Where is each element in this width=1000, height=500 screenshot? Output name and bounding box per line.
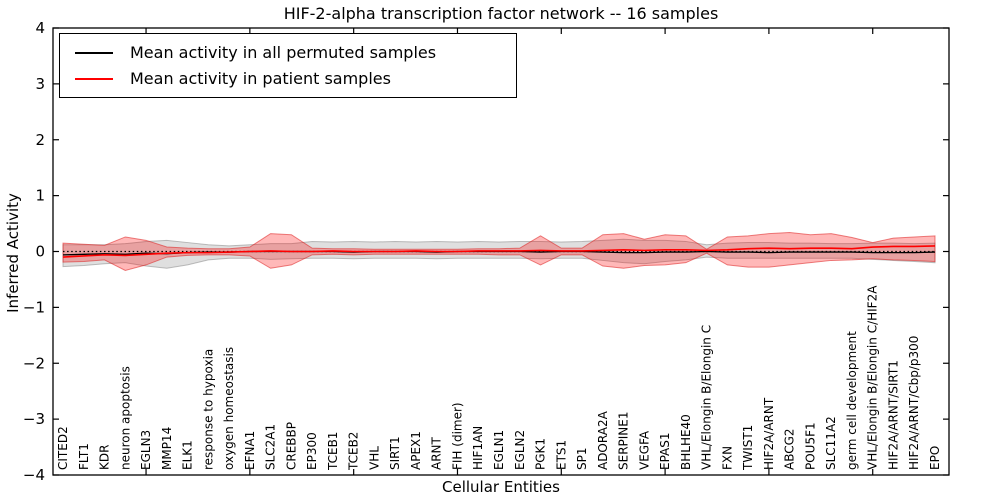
legend-entry-permuted: Mean activity in all permuted samples (75, 43, 516, 62)
x-entity-label: response to hypoxia (201, 349, 215, 470)
x-entity-label: TWIST1 (741, 425, 755, 471)
y-tick-label: −1 (23, 298, 45, 316)
x-entity-label: CITED2 (56, 426, 70, 470)
x-entity-label: MMP14 (160, 427, 174, 470)
x-entity-label: EP300 (305, 432, 319, 470)
x-entity-label: EPAS1 (658, 432, 672, 470)
x-entity-label: VHL/Elongin B/Elongin C (700, 325, 714, 470)
y-tick-label: 1 (35, 187, 45, 205)
x-entity-label: ELK1 (181, 440, 195, 470)
x-entity-label: BHLHE40 (679, 414, 693, 470)
x-axis-label: Cellular Entities (442, 478, 560, 496)
permuted-line-swatch (75, 51, 113, 54)
x-entity-label: neuron apoptosis (118, 366, 132, 470)
x-entity-label: TCEB2 (347, 432, 361, 471)
x-entity-label: CREBBP (284, 422, 298, 470)
x-entity-label: EGLN1 (492, 430, 506, 470)
x-entity-label: VHL/Elongin B/Elongin C/HIF2A (866, 285, 880, 470)
legend-entry-patient: Mean activity in patient samples (75, 69, 516, 88)
x-entity-label: FXN (720, 446, 734, 470)
x-entity-label: KDR (98, 445, 112, 470)
patient-line-swatch (75, 77, 113, 80)
x-entity-label: POU5F1 (803, 422, 817, 470)
y-tick-label: −4 (23, 466, 45, 484)
legend-label-permuted: Mean activity in all permuted samples (130, 43, 437, 62)
x-entity-label: ARNT (430, 436, 444, 470)
x-entity-label: ADORA2A (596, 410, 610, 470)
y-tick-label: 2 (35, 131, 45, 149)
x-entity-label: APEX1 (409, 431, 423, 470)
y-tick-label: −3 (23, 410, 45, 428)
x-entity-label: EGLN2 (513, 430, 527, 470)
x-entity-label: TCEB1 (326, 432, 340, 471)
x-entity-label: oxygen homeostasis (222, 347, 236, 470)
x-entity-label: VEGFA (637, 430, 651, 470)
y-tick-label: 3 (35, 75, 45, 93)
x-entity-label: PGK1 (534, 438, 548, 470)
y-tick-label: 0 (35, 243, 45, 261)
x-entity-label: FLT1 (77, 443, 91, 470)
x-entity-label: VHL (367, 446, 381, 470)
x-entity-label: germ cell development (845, 331, 859, 470)
x-entity-label: HIF2A/ARNT (762, 397, 776, 470)
x-entity-label: EPO (928, 446, 942, 470)
permuted-band (62, 238, 936, 269)
y-tick-label: −2 (23, 354, 45, 372)
x-entity-label: SLC2A1 (264, 424, 278, 470)
x-entity-label: EGLN3 (139, 430, 153, 470)
x-entity-label: HIF2A/ARNT/Cbp/p300 (907, 336, 921, 470)
x-entity-label: SLC11A2 (824, 416, 838, 470)
x-entity-label: HIF2A/ARNT/SIRT1 (886, 360, 900, 470)
x-entity-label: SERPINE1 (617, 411, 631, 470)
legend-label-patient: Mean activity in patient samples (130, 69, 391, 88)
legend: Mean activity in all permuted samples Me… (59, 33, 517, 98)
x-entity-label: ETS1 (554, 440, 568, 470)
y-axis-label: Inferred Activity (4, 193, 22, 313)
x-entity-label: EFNA1 (243, 431, 257, 470)
x-entity-label: SP1 (575, 448, 589, 471)
y-tick-label: 4 (35, 19, 45, 37)
x-entity-label: ABCG2 (783, 428, 797, 470)
x-entity-label: HIF1AN (471, 426, 485, 470)
x-entity-label: FIH (dimer) (450, 402, 464, 470)
chart-title: HIF-2-alpha transcription factor network… (283, 4, 719, 23)
patient-mean-line (62, 245, 936, 258)
x-entity-label: SIRT1 (388, 436, 402, 470)
